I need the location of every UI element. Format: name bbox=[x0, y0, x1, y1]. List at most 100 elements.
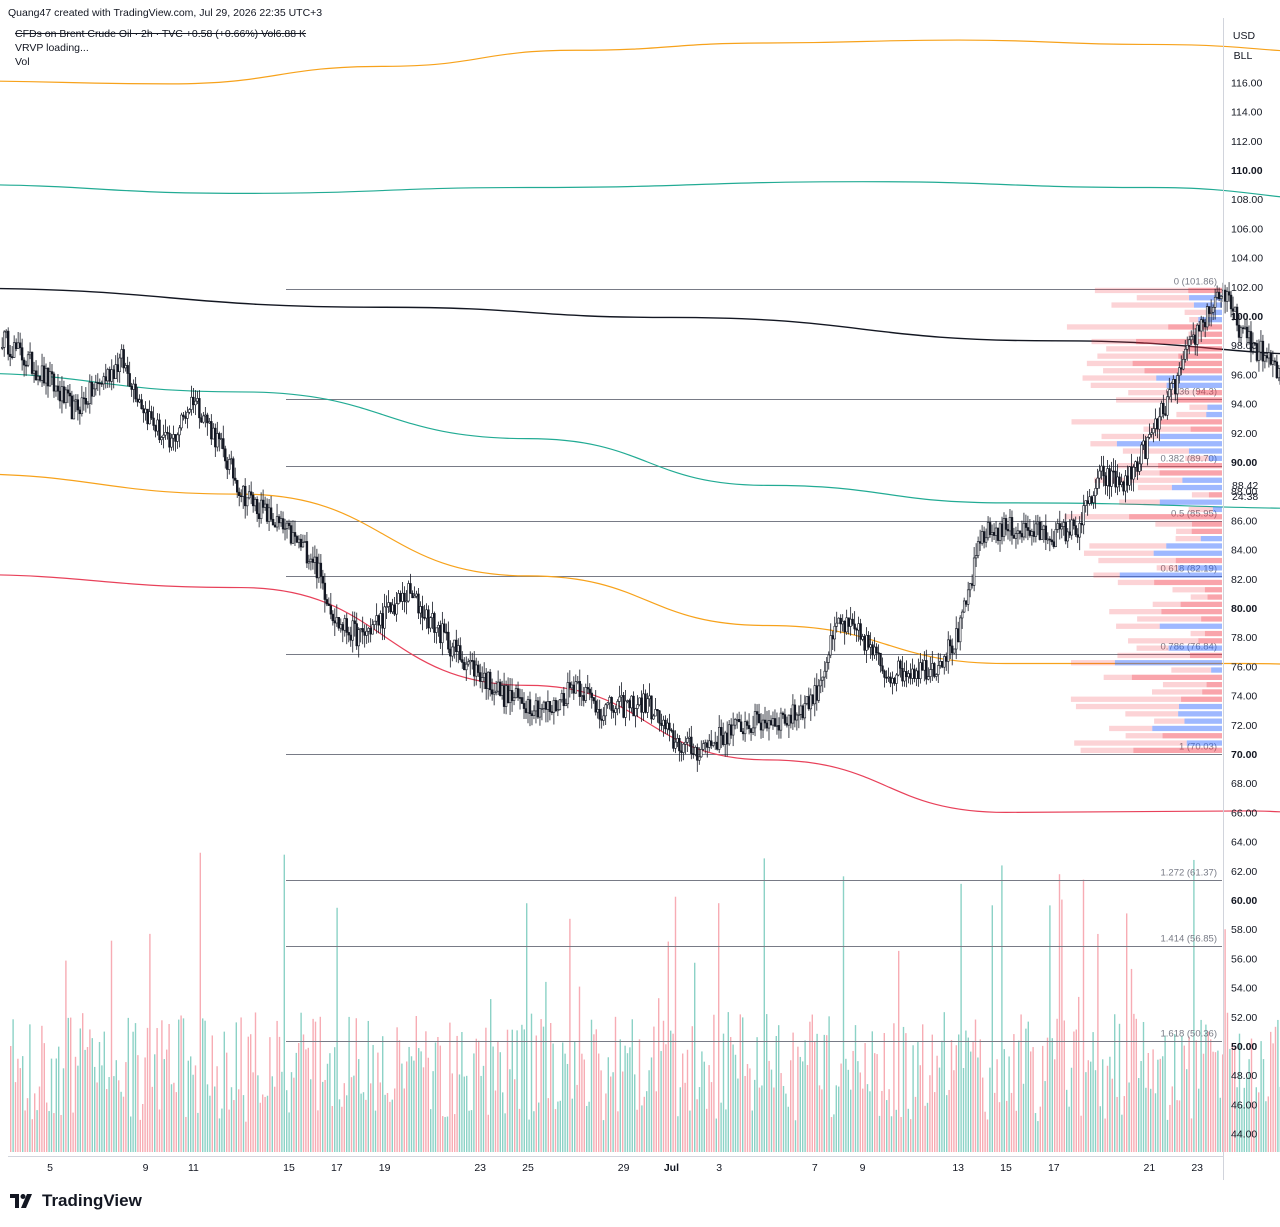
candle-body bbox=[735, 719, 739, 721]
volume-bar bbox=[1150, 1088, 1152, 1152]
candle-body bbox=[1002, 518, 1006, 537]
candle-body bbox=[72, 400, 76, 420]
volume-bar bbox=[742, 1017, 744, 1152]
candle-body bbox=[138, 399, 141, 403]
candle-body bbox=[749, 728, 753, 733]
candle-body bbox=[1020, 533, 1024, 538]
volume-bar bbox=[401, 1063, 403, 1152]
volume-bar bbox=[934, 1092, 936, 1152]
volume-bar bbox=[1006, 1100, 1008, 1152]
candle-body bbox=[524, 708, 528, 714]
volume-profile-row bbox=[1101, 433, 1161, 440]
candle-body bbox=[14, 342, 18, 349]
time-axis[interactable]: 5 9 11 15 17 19 23 25 29 Jul 3 7 9 13 15 17 21 23 bbox=[8, 1156, 1223, 1175]
candle-body bbox=[1038, 521, 1042, 540]
chart-area[interactable]: 0 (101.86) 0.236 (94.3) 0.382 (89.70) 0.5 (… bbox=[0, 0, 1280, 1185]
candle-body bbox=[1106, 468, 1109, 486]
candle-body bbox=[953, 648, 956, 654]
candle-body bbox=[486, 671, 490, 689]
volume-bar bbox=[878, 1115, 881, 1152]
candle-body bbox=[1223, 289, 1227, 302]
candle-body bbox=[220, 438, 223, 440]
volume-bar bbox=[300, 1012, 302, 1152]
volume-bar bbox=[22, 1056, 24, 1152]
volume-bar bbox=[1056, 1018, 1058, 1152]
volume-bar bbox=[989, 1067, 991, 1152]
candle-body bbox=[1130, 466, 1133, 480]
volume-bar bbox=[931, 1034, 933, 1152]
candle-body bbox=[843, 620, 846, 633]
volume-profile-row bbox=[1172, 587, 1205, 593]
candle-body bbox=[895, 674, 898, 684]
symbol-legend[interactable]: CFDs on Brent Crude Oil · 2h · TVC +0.58… bbox=[15, 28, 307, 40]
candle-body bbox=[357, 629, 360, 647]
candle-body bbox=[1201, 319, 1205, 323]
volume-bar bbox=[389, 1101, 391, 1152]
candle-body bbox=[821, 676, 824, 681]
moving-average-line bbox=[0, 39, 1280, 85]
candle-body bbox=[240, 495, 243, 498]
volume-bar bbox=[386, 1093, 389, 1152]
volume-bar bbox=[991, 905, 993, 1152]
volume-bar bbox=[384, 1094, 386, 1152]
volume-bar bbox=[569, 918, 571, 1152]
candle-body bbox=[706, 742, 709, 748]
price-chart[interactable]: 0 (101.86) 0.236 (94.3) 0.382 (89.70) 0.5 (… bbox=[0, 0, 1280, 1185]
volume-bar bbox=[895, 1109, 897, 1152]
volume-bar bbox=[41, 1025, 43, 1152]
volume-bar bbox=[341, 1106, 343, 1152]
candle-body bbox=[222, 438, 225, 450]
volume-bar bbox=[110, 940, 113, 1152]
volume-bar bbox=[708, 1065, 710, 1152]
candle-body bbox=[1259, 340, 1263, 353]
volume-profile-row bbox=[1180, 601, 1222, 607]
time-tick-label: 23 bbox=[474, 1162, 486, 1174]
volume-bar bbox=[444, 1117, 446, 1152]
vrvp-indicator-legend[interactable]: VRVP loading... bbox=[15, 42, 89, 54]
volume-bar bbox=[641, 1105, 643, 1152]
volume-profile-row bbox=[1212, 506, 1222, 513]
volume-bar bbox=[1068, 1106, 1070, 1152]
volume-bar bbox=[1018, 1040, 1020, 1152]
candle-body bbox=[247, 491, 251, 499]
candle-body bbox=[897, 660, 900, 676]
volume-bar bbox=[970, 1051, 972, 1152]
volume-bar bbox=[581, 1053, 583, 1152]
candle-body bbox=[293, 532, 297, 537]
volume-bar bbox=[542, 1026, 545, 1152]
candle-body bbox=[620, 695, 623, 698]
tradingview-brand: TradingView bbox=[42, 1191, 142, 1210]
candle-body bbox=[435, 627, 438, 633]
volume-bar bbox=[1159, 1058, 1161, 1152]
volume-bar bbox=[698, 1087, 701, 1152]
candle-body bbox=[795, 714, 799, 721]
candle-body bbox=[465, 663, 468, 671]
volume-profile-row bbox=[1128, 638, 1199, 644]
volume-bar bbox=[1058, 874, 1061, 1152]
volume-bar bbox=[106, 1089, 108, 1152]
volume-indicator-legend[interactable]: Vol bbox=[15, 56, 30, 68]
volume-bar bbox=[254, 1012, 257, 1152]
candle-body bbox=[554, 700, 558, 712]
volume-bar bbox=[406, 1061, 408, 1152]
candle-body bbox=[92, 388, 96, 397]
volume-bar bbox=[1025, 1028, 1027, 1152]
candle-body bbox=[670, 729, 673, 732]
tradingview-logo[interactable]: TradingView bbox=[10, 1191, 142, 1211]
candle-body bbox=[12, 342, 16, 358]
volume-bar bbox=[1183, 1045, 1185, 1152]
volume-profile-row bbox=[1168, 324, 1222, 330]
volume-bar bbox=[665, 1044, 667, 1152]
price-axis[interactable]: USD BLL 88.42 24:38 116.00 114.00 112.00 11… bbox=[1223, 18, 1264, 1180]
candle-body bbox=[612, 710, 615, 713]
fibonacci-retracement[interactable]: 0 (101.86) 0.236 (94.3) 0.382 (89.70) 0.5 (… bbox=[286, 277, 1222, 1042]
volume-bar bbox=[643, 1096, 645, 1152]
candle-body bbox=[249, 491, 253, 496]
candle-body bbox=[980, 531, 984, 544]
volume-bar bbox=[350, 1077, 353, 1152]
volume-profile-row bbox=[1159, 499, 1222, 505]
candle-body bbox=[279, 518, 283, 524]
volume-bar bbox=[1212, 1051, 1214, 1152]
candle-body bbox=[365, 630, 368, 636]
volume-bar bbox=[307, 1047, 309, 1152]
